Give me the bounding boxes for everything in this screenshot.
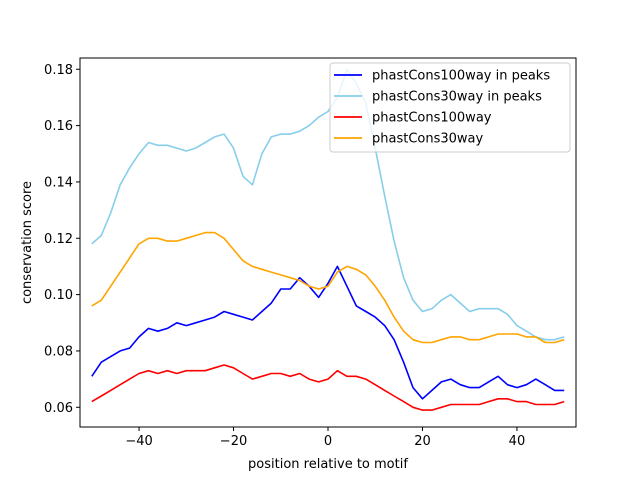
y-axis-label: conservation score	[20, 181, 35, 304]
y-tick-label: 0.14	[44, 175, 73, 190]
series-line-2	[91, 364, 565, 411]
series-line-1	[91, 68, 565, 341]
x-tick-label: 40	[509, 434, 526, 449]
x-axis-ticks: −40 −20 0 20 40	[125, 427, 525, 449]
legend-label-1: phastCons30way in peaks	[372, 90, 542, 105]
y-tick-label: 0.08	[44, 344, 73, 359]
y-tick-label: 0.12	[44, 232, 73, 247]
legend-label-2: phastCons100way	[372, 111, 492, 126]
x-tick-label: 0	[324, 434, 332, 449]
series-layer	[91, 68, 565, 411]
series-line-3	[91, 231, 565, 344]
y-tick-label: 0.10	[44, 288, 73, 303]
y-tick-label: 0.06	[44, 401, 73, 416]
y-tick-label: 0.16	[44, 119, 73, 134]
legend-label-3: phastCons30way	[372, 132, 484, 147]
x-tick-label: −40	[125, 434, 152, 449]
legend-box	[329, 62, 571, 153]
series-line-0	[91, 265, 565, 400]
y-axis-ticks: 0.06 0.08 0.10 0.12 0.14 0.16 0.18	[44, 63, 80, 416]
x-tick-label: −20	[220, 434, 247, 449]
y-tick-label: 0.18	[44, 63, 73, 78]
legend: phastCons100way in peaks phastCons30way i…	[329, 62, 571, 153]
legend-label-0: phastCons100way in peaks	[372, 69, 550, 84]
x-tick-label: 20	[414, 434, 431, 449]
x-axis-label: position relative to motif	[248, 457, 408, 472]
